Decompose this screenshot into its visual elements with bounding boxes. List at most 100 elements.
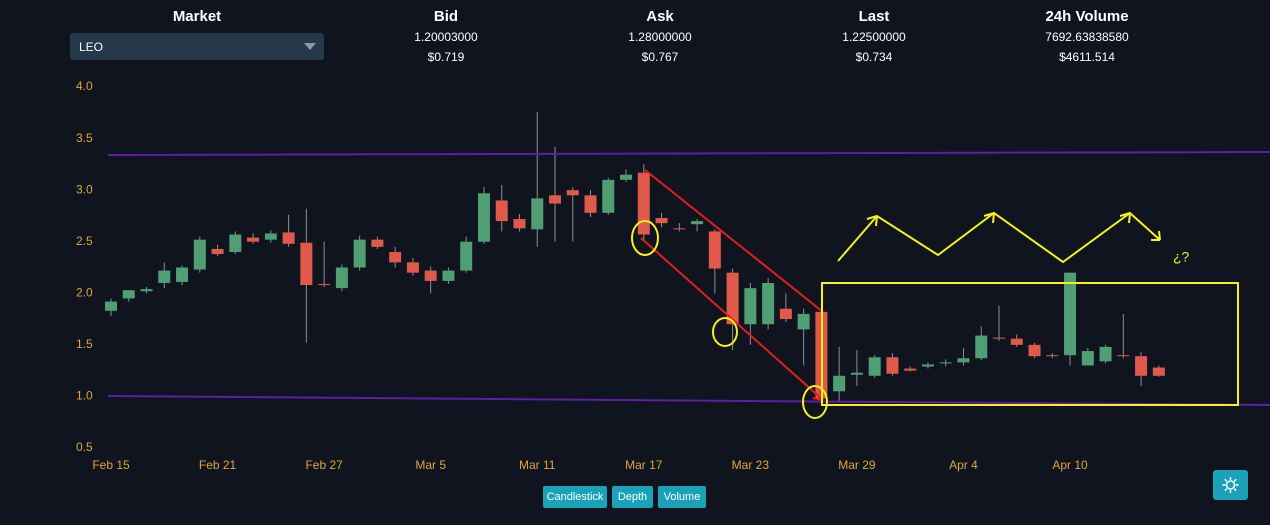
candle-body [975, 335, 988, 359]
candle-body [442, 270, 455, 281]
theme-button[interactable] [1213, 470, 1248, 500]
caret [304, 43, 316, 50]
volume-col: 24h Volume 7692.63838580 $4611.514 [987, 8, 1187, 68]
candle-body [460, 241, 473, 271]
label: Ask [646, 8, 674, 25]
button[interactable]: Depth [612, 486, 653, 508]
candle-body [140, 289, 153, 292]
candle-body [779, 308, 792, 320]
circle [712, 317, 738, 347]
market-select[interactable]: LEO [70, 33, 324, 60]
candle-body [335, 267, 348, 289]
candle-body [850, 372, 863, 375]
candle-body [1152, 367, 1165, 376]
candle-body [833, 375, 846, 392]
candle-body [353, 239, 366, 268]
y-tick-label: 3.5 [76, 131, 93, 145]
x-tick-label: Mar 29 [838, 458, 876, 472]
candle-body [637, 172, 650, 235]
label: Market [172, 8, 222, 25]
x-tick-label: Feb 15 [92, 458, 130, 472]
candle-body [158, 270, 171, 283]
y-tick-label: 3.0 [76, 182, 93, 196]
candle-body [1046, 355, 1059, 357]
candle-body [744, 288, 757, 325]
x-tick-label: Mar 17 [625, 458, 663, 472]
candle-body [762, 282, 775, 325]
value: 1.20003000 [414, 30, 478, 44]
candle-body [886, 357, 899, 374]
usd: $0.719 [427, 50, 465, 64]
candle-body [655, 217, 668, 224]
candle-body [495, 200, 508, 222]
candle-body [1010, 338, 1023, 345]
candle-body [868, 357, 881, 376]
candle-body [477, 193, 490, 242]
zigzag [837, 211, 1161, 264]
candle-body [797, 313, 810, 330]
candle-body [993, 337, 1005, 339]
bid-col: Bid 1.20003000 $0.719 [346, 8, 546, 68]
candle-body [176, 267, 189, 282]
y-tick-label: 4.0 [76, 79, 93, 93]
candle-body [1135, 356, 1148, 376]
market-col: Market [97, 8, 297, 28]
select-value: LEO [79, 40, 104, 54]
candle-body [211, 248, 224, 255]
candle-body [1099, 346, 1112, 362]
x-tick-label: Mar 11 [519, 458, 556, 472]
drawings: ¿? [107, 151, 1270, 419]
candle-body [939, 362, 952, 364]
candle-body [389, 252, 402, 263]
candle-body [1081, 351, 1094, 366]
candle-body [406, 262, 419, 273]
candle-body [1028, 344, 1041, 357]
usd: $4611.514 [1059, 50, 1115, 64]
candle-body [584, 195, 597, 213]
button[interactable]: Volume [658, 486, 706, 508]
annotation: ¿? [1173, 249, 1190, 265]
x-tick-label: Mar 5 [415, 458, 446, 472]
value: 7692.63838580 [1045, 30, 1129, 44]
candle-body [673, 228, 686, 230]
candle-body [229, 234, 242, 253]
candle-body [105, 301, 117, 311]
value: 1.28000000 [628, 30, 692, 44]
range-box [821, 282, 1239, 406]
circle [631, 220, 659, 256]
x-tick-label: Apr 10 [1052, 458, 1088, 472]
candle-body [424, 270, 437, 281]
button[interactable]: Candlestick [543, 486, 607, 508]
y-tick-label: 2.5 [76, 234, 93, 248]
x-tick-label: Feb 21 [199, 458, 237, 472]
candle-body [264, 233, 277, 240]
label: Bid [433, 8, 459, 25]
resistance-line [107, 151, 1270, 156]
candle-body [371, 239, 384, 247]
candle-body [531, 198, 544, 230]
candle-body [921, 364, 934, 367]
candle-body [957, 358, 970, 363]
candle-body [247, 237, 260, 242]
ask-col: Ask 1.28000000 $0.767 [560, 8, 760, 68]
trend-lines [640, 169, 824, 401]
y-tick-label: 1.0 [76, 389, 93, 403]
candle-body [620, 174, 633, 180]
candle-body [708, 231, 721, 269]
candle-body [602, 179, 615, 213]
sun-icon [1222, 477, 1239, 493]
candle-body [318, 284, 331, 286]
x-tick-label: Apr 4 [949, 458, 978, 472]
candle-body [1064, 272, 1077, 356]
candle-body [549, 195, 561, 204]
y-tick-label: 2.0 [76, 285, 93, 299]
y-tick-label: 0.5 [76, 440, 93, 454]
y-tick-label: 1.5 [76, 337, 93, 351]
x-tick-label: Feb 27 [305, 458, 343, 472]
arrowheads [866, 212, 1161, 241]
usd: $0.734 [855, 50, 893, 64]
circle [802, 385, 828, 419]
candle-body [282, 232, 295, 244]
candle-body [726, 272, 739, 325]
